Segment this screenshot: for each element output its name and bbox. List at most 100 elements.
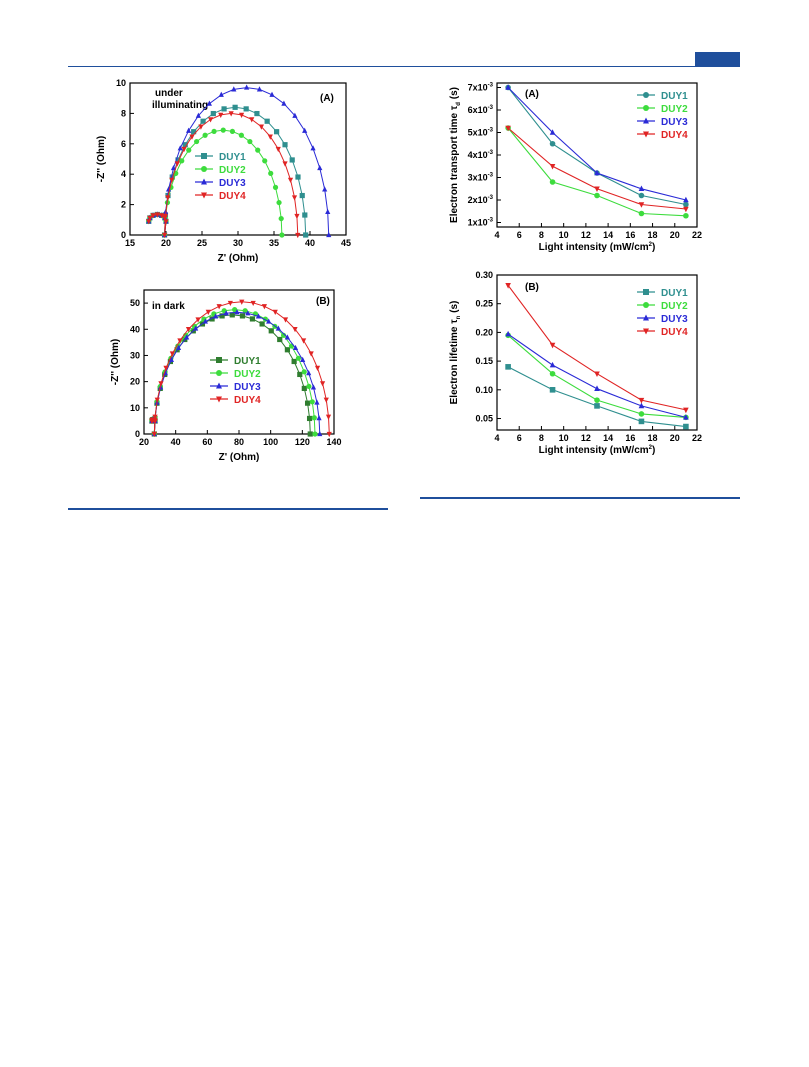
x-axis-label: Z' (Ohm) xyxy=(218,253,259,264)
data-point xyxy=(202,132,208,138)
x-tick-label: 10 xyxy=(559,433,569,443)
x-tick-label: 14 xyxy=(603,433,613,443)
data-point xyxy=(322,186,328,192)
data-point xyxy=(202,318,208,324)
data-point xyxy=(161,232,168,239)
data-point xyxy=(308,351,314,357)
data-point xyxy=(231,86,237,92)
y-tick-label: 0.25 xyxy=(475,299,493,309)
data-point xyxy=(261,304,268,310)
legend-label: DUY2 xyxy=(661,301,688,312)
condition-annotation: illuminating xyxy=(152,100,208,111)
y-tick-label: 6 xyxy=(121,139,126,149)
data-point xyxy=(218,91,224,97)
series-line-duy3 xyxy=(507,87,687,201)
x-tick-label: 15 xyxy=(125,238,135,248)
data-point xyxy=(206,100,212,106)
y-tick-label: 3x10-3 xyxy=(468,173,494,183)
data-point xyxy=(150,213,156,219)
data-point xyxy=(326,231,332,238)
data-point xyxy=(299,192,305,199)
data-point xyxy=(505,330,511,337)
data-point xyxy=(163,365,169,371)
series-line-duy2 xyxy=(148,129,283,236)
data-point xyxy=(162,213,168,220)
data-point xyxy=(505,84,511,90)
data-point xyxy=(275,325,281,331)
x-tick-label: 12 xyxy=(581,433,591,443)
data-point xyxy=(228,111,234,117)
data-point xyxy=(295,355,301,361)
data-point xyxy=(317,430,323,437)
data-point xyxy=(184,334,190,340)
nyquist-dark-chart: 20 40 60 80 100 120 140 0 10 20 30 40 50 Z' (Ohm) -Z''… xyxy=(110,289,342,463)
legend-marker xyxy=(643,117,649,124)
x-tick-label: 25 xyxy=(197,238,207,248)
data-point xyxy=(549,387,556,393)
data-point xyxy=(311,415,317,421)
data-point xyxy=(295,232,301,239)
data-point xyxy=(262,158,268,164)
legend-marker xyxy=(643,105,649,111)
header-rule xyxy=(68,66,740,67)
data-point xyxy=(505,125,511,132)
data-point xyxy=(210,110,216,117)
legend-marker xyxy=(643,131,649,138)
panel-label: (B) xyxy=(525,282,539,293)
data-point xyxy=(249,316,256,322)
y-axis-label: -Z'' (Ohm) xyxy=(110,339,121,385)
data-point xyxy=(159,213,165,219)
data-point xyxy=(594,397,600,403)
data-point xyxy=(163,219,169,225)
data-point xyxy=(284,347,291,353)
legend-label: DUY3 xyxy=(661,117,688,128)
data-point xyxy=(278,215,284,222)
data-point xyxy=(306,415,313,422)
data-point xyxy=(244,84,250,90)
data-point xyxy=(594,186,600,193)
data-point xyxy=(152,414,158,420)
y-tick-label: 30 xyxy=(130,350,140,360)
legend-marker xyxy=(643,302,649,308)
legend-marker xyxy=(643,92,649,98)
section-rule-left xyxy=(68,508,388,510)
data-point xyxy=(186,147,192,153)
x-tick-label: 40 xyxy=(305,238,315,248)
data-point xyxy=(213,313,219,319)
x-tick-label: 6 xyxy=(517,230,522,240)
nyquist-illuminated-chart: 15 20 25 30 35 40 45 0 2 4 6 8 10 Z' (Ohm) -Z'' (Ohm) (… xyxy=(96,78,351,264)
legend-label: DUY3 xyxy=(219,178,246,189)
y-tick-label: 2 xyxy=(121,200,126,210)
data-point xyxy=(683,407,689,414)
legend-label: DUY2 xyxy=(234,369,261,380)
data-point xyxy=(169,177,175,183)
data-point xyxy=(258,124,264,130)
legend-marker xyxy=(643,289,649,295)
y-tick-label: 1x10-3 xyxy=(468,218,494,228)
data-point xyxy=(279,232,285,238)
x-tick-label: 8 xyxy=(539,230,544,240)
data-point xyxy=(295,174,301,180)
data-point xyxy=(165,195,171,201)
condition-annotation: under xyxy=(155,88,183,99)
x-tick-label: 22 xyxy=(692,433,702,443)
lifetime-chart: 4 6 8 10 12 14 16 18 20 22 0.05 0.10 0.15 0.20 0.25 0.3… xyxy=(449,270,702,456)
data-point xyxy=(259,321,265,327)
data-point xyxy=(211,128,217,135)
data-point xyxy=(216,304,222,310)
data-point xyxy=(238,132,244,138)
data-point xyxy=(268,170,274,176)
data-point xyxy=(185,327,192,333)
data-point xyxy=(250,300,256,307)
data-point xyxy=(301,338,307,344)
data-point xyxy=(683,201,689,208)
x-tick-label: 45 xyxy=(341,238,351,248)
data-point xyxy=(304,400,311,406)
legend-marker xyxy=(216,382,222,389)
data-point xyxy=(227,300,233,307)
x-tick-label: 100 xyxy=(263,437,278,447)
y-axis-label: Electron lifetime τn (s) xyxy=(449,301,462,405)
y-tick-label: 0.05 xyxy=(475,414,493,424)
x-tick-label: 12 xyxy=(581,230,591,240)
y-tick-label: 4 xyxy=(121,169,126,179)
